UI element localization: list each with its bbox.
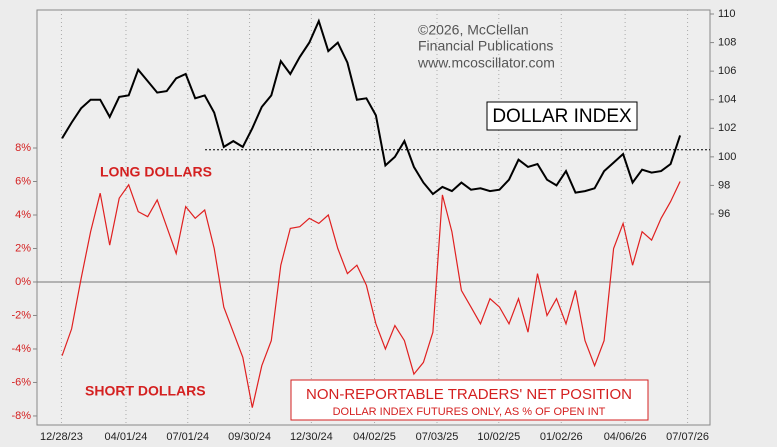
y2-tick-label: 102 — [718, 122, 736, 134]
x-tick-label: 07/07/26 — [666, 431, 709, 443]
y2-tick-label: 96 — [718, 208, 730, 220]
y-tick-label: -6% — [11, 376, 31, 388]
y2-tick-label: 104 — [718, 94, 736, 106]
y-tick-label: 2% — [15, 242, 31, 254]
credit: www.mcoscillator.com — [417, 55, 555, 71]
y-tick-label: 6% — [15, 175, 31, 187]
y-tick-label: 0% — [15, 276, 31, 288]
x-tick-label: 04/02/25 — [353, 431, 396, 443]
y-tick-label: -8% — [11, 410, 31, 422]
x-tick-label: 09/30/24 — [228, 431, 271, 443]
y2-tick-label: 98 — [718, 179, 730, 191]
x-tick-label: 10/02/25 — [477, 431, 520, 443]
x-tick-label: 04/01/24 — [105, 431, 148, 443]
legend-title: NON-REPORTABLE TRADERS' NET POSITION — [306, 386, 632, 403]
y2-tick-label: 108 — [718, 36, 736, 48]
title-box — [486, 101, 638, 131]
y-tick-label: -2% — [11, 309, 31, 321]
annotation: LONG DOLLARS — [100, 164, 212, 180]
credit: ©2026, McClellan — [418, 22, 529, 38]
x-tick-label: 07/01/24 — [166, 431, 209, 443]
y-tick-label: -4% — [11, 343, 31, 355]
x-tick-label: 07/03/25 — [416, 431, 459, 443]
y-tick-label: 8% — [15, 142, 31, 154]
y-tick-label: 4% — [15, 209, 31, 221]
data-line — [61, 181, 681, 408]
grid — [33, 10, 714, 425]
y2-tick-label: 110 — [718, 8, 736, 20]
x-tick-label: 12/30/24 — [290, 431, 333, 443]
legend-subtitle: DOLLAR INDEX FUTURES ONLY, AS % OF OPEN … — [333, 406, 606, 418]
x-tick-label: 04/06/26 — [604, 431, 647, 443]
series — [61, 18, 682, 408]
credit: Financial Publications — [418, 38, 553, 54]
data-line — [61, 18, 682, 196]
chart-title: DOLLAR INDEX — [492, 106, 632, 127]
annotation: SHORT DOLLARS — [85, 383, 206, 399]
legend-box — [290, 379, 649, 421]
y2-tick-label: 100 — [718, 151, 736, 163]
y2-tick-label: 106 — [718, 65, 736, 77]
x-tick-label: 12/28/23 — [40, 431, 83, 443]
x-tick-label: 01/02/26 — [540, 431, 583, 443]
